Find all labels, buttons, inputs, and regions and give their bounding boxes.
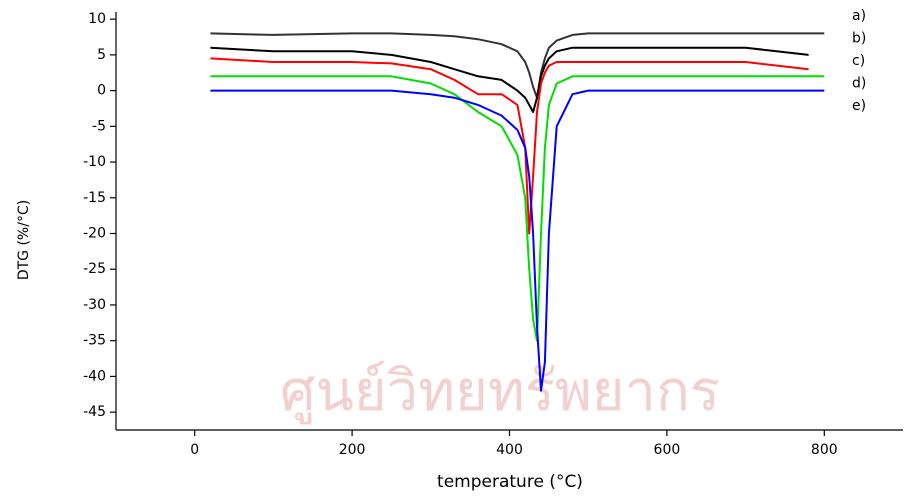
x-tick-label: 200 [339,442,366,458]
legend-label: b) [852,31,866,47]
series-line [210,46,809,113]
y-tick-label: 0 [97,83,106,99]
y-tick-label: -25 [83,261,106,277]
y-tick-label: -30 [83,297,106,313]
series-line [210,32,825,99]
legend-label: a) [852,8,866,24]
x-tick-label: 600 [654,442,681,458]
y-tick-label: -35 [83,333,106,349]
y-tick-label: 5 [97,47,106,63]
series-line [210,75,825,342]
y-tick-label: -10 [83,154,106,170]
x-tick-label: 400 [496,442,523,458]
legend-label: c) [852,53,865,69]
x-axis-label: temperature (°C) [437,472,583,492]
y-tick-label: -45 [83,404,106,420]
y-axis-label: DTG (%/°C) [16,200,32,280]
watermark: ศูนย์วิทยทรัพยากร [280,359,720,425]
y-tick-label: 10 [88,11,106,27]
series-line [210,89,825,392]
legend-label: e) [852,98,866,114]
legend-label: d) [852,76,866,92]
y-tick-label: -15 [83,190,106,206]
x-tick-label: 800 [811,442,838,458]
y-tick-label: -40 [83,368,106,384]
x-tick-label: 0 [190,442,199,458]
y-tick-label: -20 [83,226,106,242]
y-tick-label: -5 [92,118,106,134]
